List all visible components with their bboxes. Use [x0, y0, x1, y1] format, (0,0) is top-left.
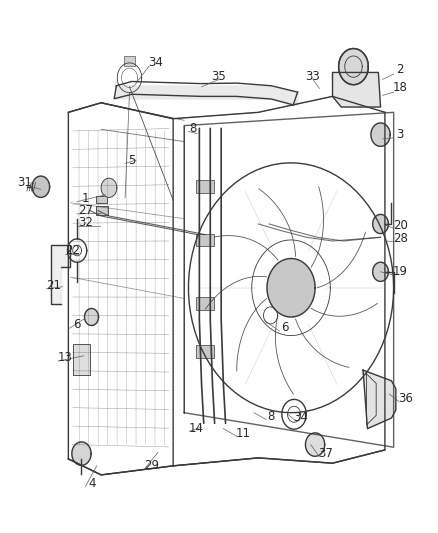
- Text: 8: 8: [268, 410, 275, 423]
- Text: 37: 37: [318, 447, 333, 460]
- Bar: [196, 180, 214, 193]
- Text: 35: 35: [212, 70, 226, 83]
- Text: 3: 3: [396, 128, 404, 141]
- Text: 4: 4: [88, 477, 96, 490]
- Text: 5: 5: [128, 154, 135, 167]
- Text: 2: 2: [396, 63, 404, 76]
- Polygon shape: [85, 309, 99, 326]
- Text: 28: 28: [393, 232, 408, 245]
- Polygon shape: [32, 176, 49, 197]
- Polygon shape: [373, 262, 389, 281]
- Polygon shape: [305, 433, 325, 456]
- Text: 14: 14: [189, 422, 204, 434]
- Bar: [196, 297, 214, 310]
- Text: 6: 6: [73, 319, 81, 332]
- Bar: [96, 206, 108, 215]
- Text: 6: 6: [281, 321, 288, 334]
- Bar: [196, 345, 214, 358]
- Polygon shape: [363, 370, 396, 429]
- Text: 8: 8: [189, 122, 197, 135]
- Polygon shape: [339, 49, 368, 85]
- Text: 21: 21: [46, 279, 61, 292]
- Text: 19: 19: [393, 265, 408, 278]
- Bar: [196, 233, 214, 246]
- Polygon shape: [373, 214, 389, 233]
- Polygon shape: [267, 259, 315, 317]
- Polygon shape: [101, 178, 117, 197]
- Polygon shape: [371, 123, 390, 147]
- Bar: [96, 196, 107, 203]
- Text: 11: 11: [236, 427, 251, 440]
- Text: 36: 36: [399, 392, 413, 405]
- Bar: [124, 56, 135, 66]
- Text: 34: 34: [293, 411, 308, 424]
- Text: 1: 1: [82, 192, 90, 205]
- Polygon shape: [332, 72, 381, 107]
- Text: 33: 33: [305, 70, 320, 83]
- Text: 13: 13: [58, 351, 73, 365]
- Text: 32: 32: [78, 216, 93, 229]
- Polygon shape: [51, 245, 70, 304]
- Bar: [73, 344, 90, 375]
- Text: 29: 29: [144, 459, 159, 472]
- Text: 20: 20: [393, 219, 408, 231]
- Text: 34: 34: [148, 56, 163, 69]
- Text: 18: 18: [393, 82, 408, 94]
- Text: 22: 22: [65, 244, 80, 257]
- Text: 27: 27: [78, 204, 93, 217]
- Polygon shape: [72, 442, 91, 465]
- Text: 31: 31: [17, 176, 32, 189]
